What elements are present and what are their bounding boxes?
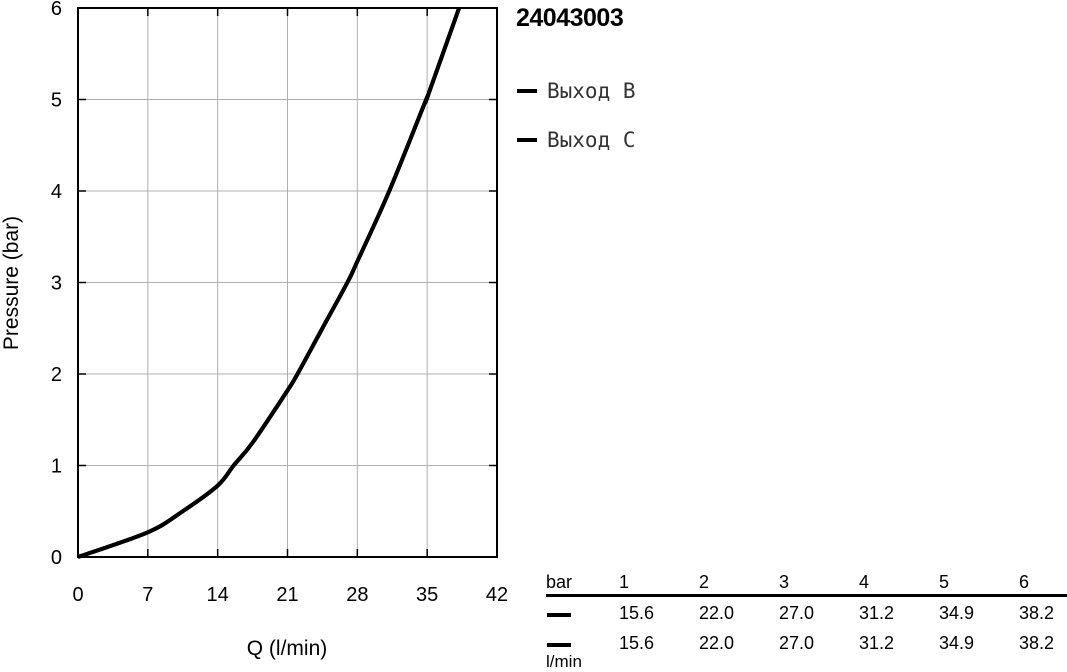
table-cell: 27.0 [779,633,815,653]
legend: Выход B Выход C [517,66,636,164]
y-tick-label: 5 [51,90,62,112]
x-tick-label: 0 [72,584,83,606]
table-cell: 22.0 [699,633,735,653]
y-tick-label: 6 [51,0,62,20]
legend-label: Выход C [547,127,636,152]
row-line-swatch [547,643,571,647]
x-tick-label: 28 [346,584,368,606]
x-axis-title: Q (l/min) [247,637,328,660]
y-tick-label: 2 [51,364,62,386]
table-cell: 31.2 [859,603,895,623]
legend-item-outlet-c: Выход C [517,115,636,164]
y-tick-label: 4 [51,181,62,203]
table-header-cell: 4 [859,572,870,592]
y-tick-label: 0 [51,547,62,569]
x-tick-label: 7 [142,584,153,606]
legend-swatch [517,88,537,93]
table-header-cell: 1 [619,572,630,592]
plot-frame [77,7,498,558]
table-cell: 27.0 [779,603,815,623]
table-header: bar 1 2 3 4 5 6 [546,572,1067,597]
y-tick-label: 1 [51,456,62,478]
y-tick-label: 3 [51,273,62,295]
table-header-cell: 6 [1019,572,1030,592]
series-layer [77,7,461,559]
table-header-cell: 5 [939,572,950,592]
x-tick-label: 21 [276,584,298,606]
legend-label: Выход B [547,78,636,103]
row-line-swatch [547,613,571,617]
x-tick-label: 14 [207,584,229,606]
flow-table: bar 1 2 3 4 5 6 15.6 22.0 27.0 31.2 34.9… [546,572,1067,671]
table-unit-label: l/min [546,652,582,671]
table-cell: 34.9 [939,633,975,653]
chart-title: 24043003 [516,4,624,32]
table-cell: 34.9 [939,603,975,623]
y-tick-labels: 0 1 2 3 4 5 6 [51,0,62,569]
table-header-unit: bar [546,572,573,592]
chart: 0 7 14 21 28 35 42 0 1 2 3 4 5 6 Q (l/min) Pressure … [0,0,508,660]
legend-swatch [517,137,537,142]
series-line-2 [77,7,461,559]
table-row: l/min 15.6 22.0 27.0 31.2 34.9 38.2 [546,633,1067,671]
y-axis-title: Pressure (bar) [0,216,23,350]
table-cell: 38.2 [1019,633,1055,653]
x-tick-labels: 0 7 14 21 28 35 42 [72,584,508,606]
legend-item-outlet-b: Выход B [517,66,636,115]
x-tick-label: 35 [416,584,438,606]
table-header-cell: 2 [699,572,710,592]
table-header-cell: 3 [779,572,790,592]
x-tick-label: 42 [486,584,508,606]
table-cell: 22.0 [699,603,735,623]
table-cell: 15.6 [619,633,655,653]
table-cell: 38.2 [1019,603,1055,623]
table-row: 15.6 22.0 27.0 31.2 34.9 38.2 [546,603,1067,633]
table-cell: 31.2 [859,633,895,653]
grid [78,8,497,557]
table-cell: 15.6 [619,603,655,623]
